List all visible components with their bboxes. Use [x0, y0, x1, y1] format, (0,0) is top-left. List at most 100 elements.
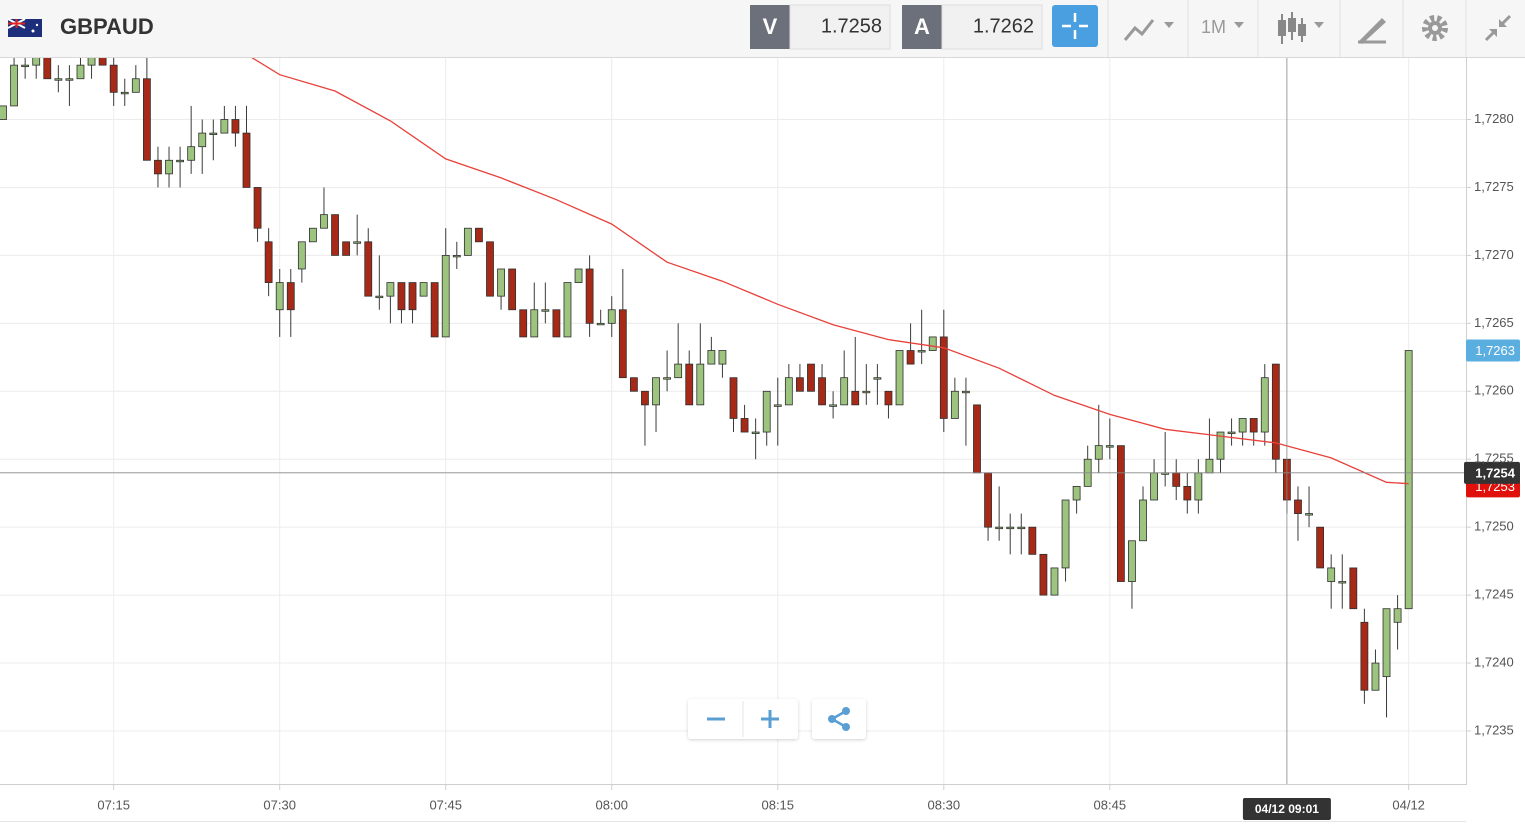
- candle-body: [1294, 499, 1302, 514]
- y-tick-label: 1,7270: [1474, 247, 1514, 262]
- candle-body: [696, 363, 705, 406]
- x-tick-label: 07:45: [429, 797, 462, 812]
- buy-price: 1.7262: [973, 15, 1034, 37]
- crosshair-button[interactable]: [1052, 5, 1098, 47]
- x-tick-label: 04/12: [1392, 797, 1425, 812]
- candle-body: [873, 377, 882, 380]
- candle-body: [984, 472, 992, 528]
- sell-button[interactable]: V 1.7258: [750, 4, 891, 50]
- candle-body: [1139, 499, 1147, 542]
- candle-body: [0, 105, 7, 120]
- candle-body: [629, 377, 638, 392]
- zoom-controls: [688, 699, 866, 739]
- candle-body: [1072, 486, 1081, 501]
- candle-body: [120, 91, 129, 95]
- candle-body: [1028, 526, 1037, 555]
- candle-body: [784, 377, 793, 406]
- candle-body: [1061, 499, 1070, 569]
- candle-body: [220, 119, 229, 134]
- candle-body: [165, 159, 173, 175]
- candle-body: [1116, 445, 1125, 582]
- candle-body: [21, 64, 30, 68]
- candle-body: [906, 350, 915, 365]
- candle-body: [928, 336, 937, 351]
- candle-body: [1404, 350, 1413, 610]
- candle-body: [950, 390, 959, 419]
- candle-body: [43, 57, 52, 80]
- candle-body: [264, 241, 273, 283]
- candle-body: [364, 241, 373, 297]
- candle-body: [607, 309, 616, 324]
- candle-body: [1094, 445, 1103, 460]
- candle-body: [1371, 662, 1380, 691]
- sell-label: V: [763, 14, 778, 39]
- x-tick-label: 08:30: [928, 797, 961, 812]
- draw-tool[interactable]: [1358, 18, 1386, 44]
- share[interactable]: [812, 699, 866, 739]
- y-tick-label: 1,7235: [1474, 722, 1514, 737]
- candle-body: [674, 363, 683, 379]
- indicator-menu[interactable]: [1123, 19, 1174, 41]
- candle-body: [397, 282, 406, 311]
- candle-body: [54, 78, 63, 81]
- candle-body: [762, 390, 771, 433]
- settings[interactable]: [1422, 15, 1448, 41]
- candle-body: [917, 350, 926, 353]
- symbol: GBPAUD: [60, 14, 154, 39]
- candle-body: [884, 390, 893, 406]
- candle-body: [32, 57, 41, 66]
- candle-body: [375, 295, 384, 299]
- candle-body: [962, 390, 970, 394]
- timeframe: 1M: [1201, 17, 1226, 37]
- price-tag-label: 1,7263: [1475, 343, 1515, 358]
- y-tick-label: 1,7260: [1474, 383, 1514, 398]
- candle-body: [641, 390, 649, 406]
- candle-body: [552, 309, 561, 338]
- candle-body: [851, 390, 860, 406]
- candle-body: [1327, 567, 1336, 582]
- timeframe-menu[interactable]: 1M: [1201, 17, 1244, 37]
- candle-body: [1393, 608, 1402, 623]
- candle-body: [320, 214, 328, 229]
- y-tick-label: 1,7245: [1474, 587, 1514, 602]
- candle-body: [1017, 526, 1026, 530]
- candle-body: [1006, 526, 1015, 530]
- candle-body: [87, 57, 96, 66]
- zoom-in[interactable]: [761, 710, 779, 728]
- y-tick-label: 1,7280: [1474, 111, 1514, 126]
- candle-body: [486, 241, 494, 297]
- candle-body: [596, 322, 605, 326]
- candle-body: [740, 418, 749, 433]
- candle-body: [939, 336, 948, 419]
- candle-body: [685, 363, 694, 406]
- candle-body: [1194, 472, 1203, 501]
- collapse[interactable]: [1484, 14, 1512, 42]
- candle-body: [818, 377, 826, 406]
- candle-body: [751, 431, 760, 434]
- candle-body: [707, 350, 716, 365]
- candle-body: [1128, 540, 1136, 582]
- price-tag: [1466, 339, 1520, 362]
- candle-body: [253, 187, 262, 229]
- candle-body: [1216, 431, 1225, 460]
- crosshair-y-label: 1,7254: [1475, 465, 1516, 480]
- candle-body: [475, 227, 483, 243]
- candle-body: [98, 57, 107, 66]
- candle-body: [729, 377, 738, 419]
- moving-average: [249, 57, 1409, 485]
- candle-body: [652, 377, 660, 406]
- candle-body: [1249, 418, 1258, 433]
- candle-body: [297, 241, 306, 270]
- candle-body: [1227, 431, 1236, 434]
- candle-body: [198, 132, 207, 148]
- buy-button[interactable]: A 1.7262: [902, 4, 1043, 50]
- chart-type-menu[interactable]: [1278, 12, 1324, 44]
- candle-body: [275, 282, 284, 311]
- x-tick-label: 07:15: [97, 797, 130, 812]
- candle-body: [585, 268, 594, 324]
- candle-body: [530, 309, 539, 338]
- candle-body: [231, 119, 240, 134]
